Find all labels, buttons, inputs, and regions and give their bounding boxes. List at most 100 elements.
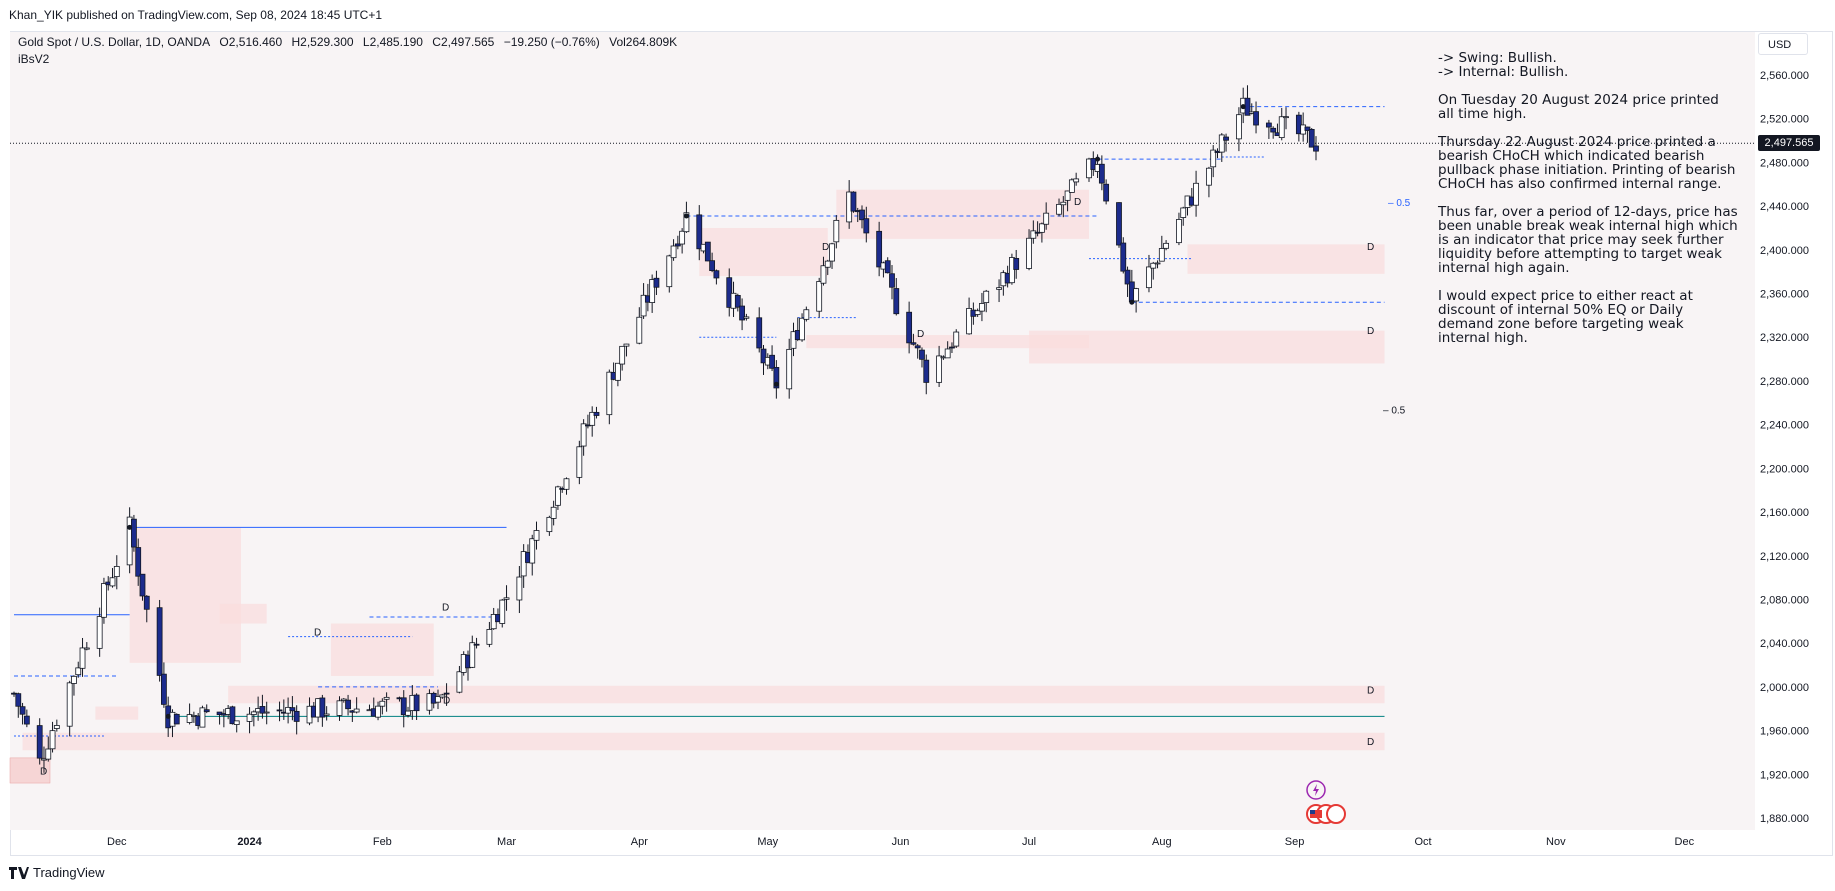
candle-body[interactable] — [516, 576, 523, 601]
economic-events[interactable] — [1305, 780, 1365, 830]
candle-body[interactable] — [1026, 237, 1032, 269]
candle-body[interactable] — [15, 693, 22, 707]
candle-body[interactable] — [19, 706, 26, 715]
candle-body[interactable] — [884, 260, 891, 274]
candle-body[interactable] — [769, 354, 775, 369]
candle-body[interactable] — [623, 343, 630, 347]
candle-body[interactable] — [1304, 126, 1311, 131]
candle-body[interactable] — [666, 255, 673, 288]
candle-body[interactable] — [674, 243, 681, 247]
candle-body[interactable] — [949, 346, 955, 349]
candle-body[interactable] — [233, 720, 240, 725]
candle-body[interactable] — [533, 530, 540, 541]
candle-body[interactable] — [979, 303, 985, 312]
candle-body[interactable] — [400, 697, 407, 716]
candle-body[interactable] — [726, 277, 733, 308]
candle-body[interactable] — [816, 281, 823, 312]
candle-body[interactable] — [1218, 134, 1225, 153]
candle-body[interactable] — [1103, 183, 1110, 202]
candle-body[interactable] — [1034, 231, 1041, 234]
candle-body[interactable] — [1043, 212, 1050, 225]
candle-body[interactable] — [473, 643, 480, 646]
candle-body[interactable] — [199, 707, 206, 728]
candle-body[interactable] — [649, 279, 656, 303]
candle-body[interactable] — [469, 642, 476, 668]
swing-point-marker[interactable] — [165, 713, 171, 719]
candle-body[interactable] — [1124, 269, 1131, 285]
candle-body[interactable] — [1146, 266, 1152, 289]
candle-body[interactable] — [353, 708, 360, 713]
candle-body[interactable] — [1154, 262, 1161, 265]
candle-body[interactable] — [379, 700, 386, 707]
candle-body[interactable] — [1030, 230, 1037, 239]
candle-body[interactable] — [1270, 127, 1277, 133]
candle-body[interactable] — [914, 345, 921, 349]
candle-body[interactable] — [824, 260, 831, 268]
candle-body[interactable] — [709, 260, 716, 271]
candle-body[interactable] — [250, 711, 257, 715]
candle-body[interactable] — [619, 345, 626, 365]
candle-body[interactable] — [96, 616, 103, 649]
candle-body[interactable] — [983, 290, 990, 304]
candle-body[interactable] — [1116, 202, 1122, 246]
candle-body[interactable] — [83, 647, 90, 650]
candle-body[interactable] — [614, 362, 621, 381]
candle-body[interactable] — [820, 265, 827, 284]
candle-body[interactable] — [1009, 257, 1015, 284]
candle-body[interactable] — [1098, 163, 1105, 184]
candle-body[interactable] — [756, 317, 763, 349]
candle-body[interactable] — [156, 607, 163, 676]
candle-body[interactable] — [1313, 145, 1319, 152]
us-flag-event-icons[interactable] — [1306, 804, 1346, 824]
candle-body[interactable] — [1253, 111, 1259, 126]
candle-body[interactable] — [739, 305, 745, 321]
candle-body[interactable] — [640, 294, 647, 317]
currency-button[interactable]: USD — [1758, 33, 1808, 55]
candle-body[interactable] — [229, 706, 236, 725]
demand-zone[interactable] — [95, 706, 139, 720]
candle-body[interactable] — [49, 730, 56, 750]
demand-zone[interactable] — [699, 227, 828, 277]
candle-body[interactable] — [1038, 223, 1045, 233]
candle-body[interactable] — [101, 583, 107, 618]
candle-body[interactable] — [1163, 242, 1169, 249]
candle-body[interactable] — [1150, 262, 1157, 269]
candle-body[interactable] — [1206, 167, 1212, 186]
tradingview-logo[interactable]: TradingView — [9, 865, 105, 880]
candle-body[interactable] — [1236, 114, 1242, 140]
candle-body[interactable] — [906, 311, 913, 344]
candle-body[interactable] — [1056, 203, 1062, 215]
candle-body[interactable] — [1210, 149, 1217, 168]
candle-body[interactable] — [576, 446, 583, 478]
swing-point-marker[interactable] — [773, 381, 779, 387]
candle-body[interactable] — [743, 316, 750, 319]
swing-point-marker[interactable] — [683, 213, 689, 219]
candle-body[interactable] — [1283, 116, 1289, 119]
candle-body[interactable] — [974, 310, 981, 315]
candle-body[interactable] — [135, 547, 142, 577]
candle-body[interactable] — [276, 709, 283, 712]
candle-body[interactable] — [704, 241, 711, 262]
candle-body[interactable] — [246, 713, 253, 722]
candle-body[interactable] — [499, 599, 506, 624]
candle-body[interactable] — [173, 713, 180, 725]
candle-body[interactable] — [66, 682, 73, 727]
candle-body[interactable] — [1073, 178, 1080, 183]
candle-body[interactable] — [636, 316, 643, 344]
candle-body[interactable] — [289, 707, 296, 712]
candle-body[interactable] — [1278, 116, 1285, 138]
candle-body[interactable] — [131, 518, 137, 548]
candle-body[interactable] — [383, 696, 390, 700]
candle-body[interactable] — [546, 516, 553, 533]
candle-body[interactable] — [529, 538, 536, 564]
indicator-label[interactable]: iBsV2 — [18, 52, 50, 66]
candle-body[interactable] — [696, 214, 703, 250]
demand-zone[interactable] — [219, 603, 267, 624]
candle-body[interactable] — [1133, 288, 1140, 302]
candle-body[interactable] — [1158, 248, 1165, 262]
candle-body[interactable] — [1060, 201, 1067, 206]
candle-body[interactable] — [71, 675, 77, 684]
candle-body[interactable] — [1120, 242, 1127, 272]
candle-body[interactable] — [876, 230, 883, 268]
demand-zone-origin[interactable] — [9, 757, 51, 784]
